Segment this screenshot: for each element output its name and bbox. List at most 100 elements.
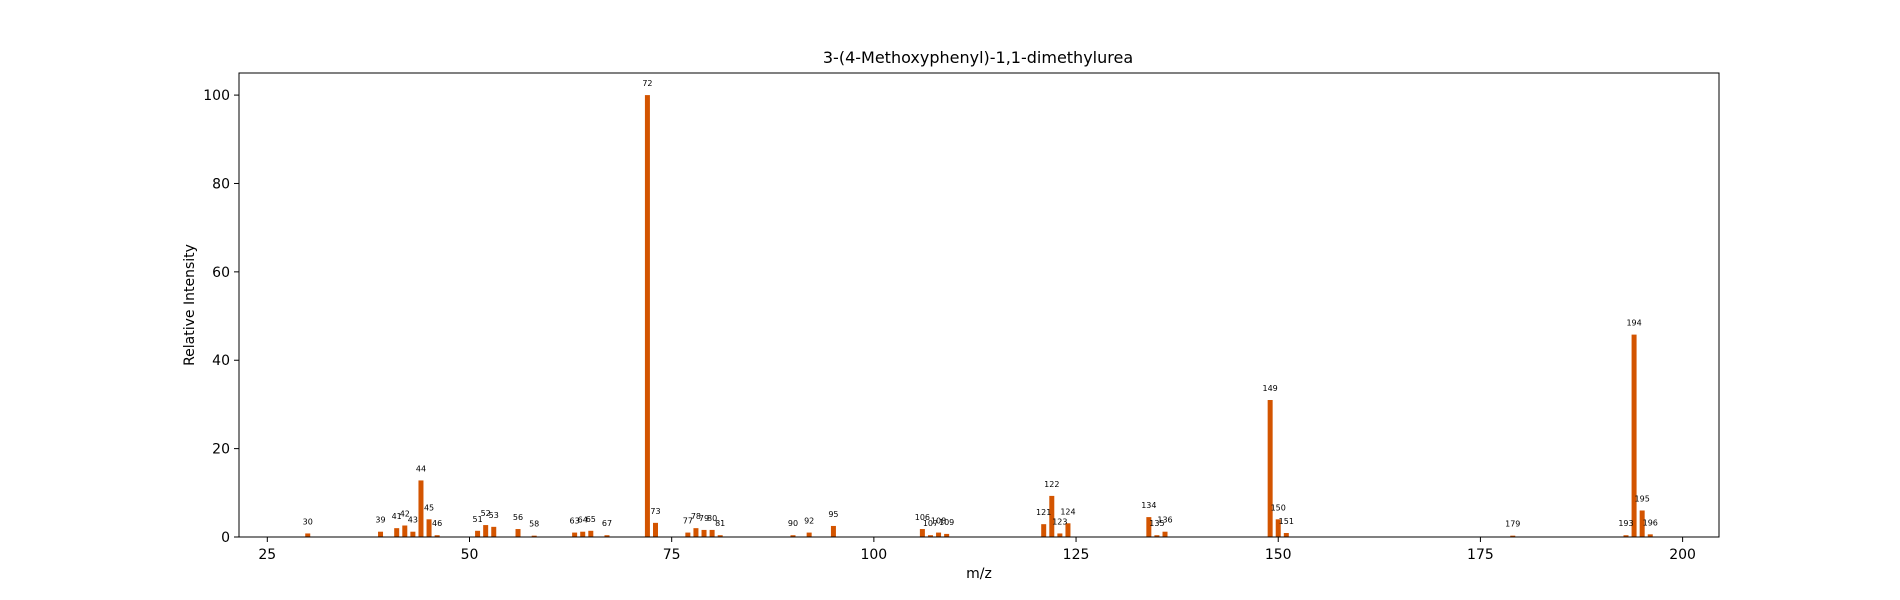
bar-mz-107 [927, 535, 933, 537]
bar-label: 135 [1149, 519, 1164, 528]
bar-mz-45 [426, 519, 432, 537]
bar-label: 123 [1052, 517, 1067, 526]
x-tick-label: 150 [1265, 547, 1292, 563]
x-tick-label: 25 [258, 547, 276, 563]
bar-mz-56 [515, 529, 521, 537]
bar-mz-46 [434, 535, 440, 537]
bar-mz-109 [944, 533, 950, 537]
bar-label: 30 [303, 517, 313, 526]
x-tick-label: 75 [663, 547, 681, 563]
bar-mz-95 [830, 525, 836, 537]
bar-mz-149 [1267, 400, 1273, 537]
bar-mz-58 [531, 535, 537, 537]
bar-label: 41 [392, 512, 402, 521]
bar-label: 122 [1044, 480, 1059, 489]
x-tick-label: 125 [1063, 547, 1090, 563]
bar-label: 193 [1618, 519, 1633, 528]
y-tick-label: 60 [212, 265, 230, 281]
y-tick-label: 100 [203, 88, 230, 104]
bar-label: 195 [1635, 494, 1650, 503]
bar-mz-150 [1275, 519, 1281, 537]
bar-label: 46 [432, 519, 442, 528]
bar-label: 150 [1271, 503, 1286, 512]
bar-mz-42 [402, 525, 408, 537]
bar-label: 121 [1036, 508, 1051, 517]
y-tick-label: 0 [221, 530, 230, 546]
bar-label: 196 [1643, 518, 1658, 527]
bar-label: 81 [715, 519, 725, 528]
bar-label: 43 [408, 516, 418, 525]
bar-mz-41 [394, 528, 400, 537]
bar-label: 107 [923, 519, 938, 528]
bar-mz-78 [693, 528, 699, 537]
bar-label: 108 [931, 517, 946, 526]
bar-mz-77 [685, 532, 691, 537]
bar-label: 73 [650, 507, 660, 516]
bar-mz-72 [644, 95, 650, 537]
bar-label: 92 [804, 517, 814, 526]
bar-label: 64 [578, 516, 588, 525]
bar-label: 149 [1263, 384, 1278, 393]
bar-mz-193 [1623, 535, 1629, 537]
y-tick-label: 80 [212, 176, 230, 192]
y-axis-ticks: 0 20 40 60 80 100 [203, 88, 239, 546]
bar-mz-63 [572, 532, 578, 537]
y-tick-label: 20 [212, 442, 230, 458]
bar-mz-195 [1639, 510, 1645, 537]
x-axis-ticks: 25 50 75 100 125 150 175 200 [258, 537, 1696, 563]
bar-mz-194 [1631, 334, 1637, 537]
chart-title: 3-(4-Methoxyphenyl)-1,1-dimethylurea [823, 48, 1133, 67]
y-tick-label: 40 [212, 353, 230, 369]
bar-label: 56 [513, 513, 523, 522]
bar-mz-108 [936, 532, 942, 537]
bar-label: 53 [489, 511, 499, 520]
bar-label: 134 [1141, 501, 1156, 510]
bar-label: 39 [375, 516, 385, 525]
bar-label: 44 [416, 464, 426, 473]
bar-mz-79 [701, 529, 707, 537]
bar-label: 179 [1505, 520, 1520, 529]
bar-mz-67 [604, 535, 610, 537]
bar-mz-64 [580, 531, 586, 537]
bar-mz-124 [1065, 523, 1071, 537]
x-tick-label: 175 [1467, 547, 1494, 563]
bar-label: 90 [788, 519, 798, 528]
bar-mz-92 [806, 532, 812, 537]
bar-mz-43 [410, 531, 416, 537]
bar-mz-73 [653, 522, 658, 537]
bar-mz-52 [483, 525, 489, 537]
bar-label: 42 [400, 510, 410, 519]
bar-label: 194 [1626, 319, 1641, 328]
bar-label: 136 [1157, 516, 1172, 525]
x-axis-label: m/z [966, 566, 992, 582]
bar-series [305, 95, 1653, 537]
bar-mz-44 [418, 480, 424, 537]
bar-mz-81 [717, 535, 723, 537]
bar-mz-106 [919, 529, 925, 537]
bar-label: 52 [481, 509, 491, 518]
bar-mz-39 [378, 531, 384, 537]
bar-mz-134 [1146, 517, 1152, 537]
bar-mz-179 [1510, 535, 1516, 537]
x-tick-label: 200 [1669, 547, 1696, 563]
bar-label: 65 [586, 515, 596, 524]
bar-mz-53 [491, 526, 497, 537]
bar-label: 77 [683, 517, 693, 526]
bar-mz-80 [709, 529, 715, 537]
bar-mz-121 [1041, 524, 1047, 537]
bar-label: 72 [642, 79, 652, 88]
bar-label: 80 [707, 514, 717, 523]
x-tick-label: 100 [860, 547, 887, 563]
bar-label: 67 [602, 519, 612, 528]
bar-label: 124 [1060, 507, 1075, 516]
bar-label: 51 [472, 515, 482, 524]
bar-mz-136 [1162, 531, 1168, 537]
bar-mz-90 [790, 535, 796, 537]
bar-label: 109 [939, 518, 954, 527]
bar-mz-65 [588, 530, 594, 537]
bar-mz-30 [305, 533, 311, 537]
bar-label: 63 [570, 517, 580, 526]
